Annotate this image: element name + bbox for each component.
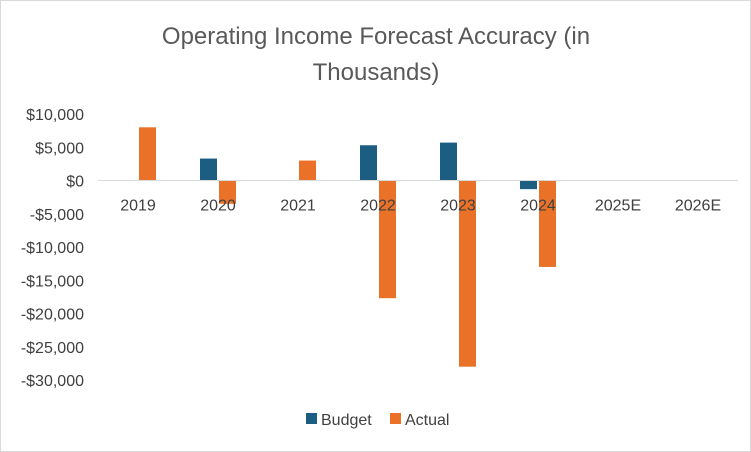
bar-actual-2021 (299, 160, 316, 181)
bar-budget-2023 (440, 142, 457, 181)
bar-budget-2020 (200, 158, 217, 181)
chart-title-line-2: Thousands) (313, 59, 440, 86)
y-tick-label: -$25,000 (21, 340, 84, 357)
bar-actual-2022 (379, 180, 396, 299)
y-tick-label: -$30,000 (21, 373, 84, 390)
legend-swatch-budget (306, 413, 317, 424)
x-tick-label: 2019 (120, 198, 156, 215)
x-tick-label: 2020 (200, 198, 236, 215)
y-tick-label: $5,000 (35, 140, 84, 157)
legend: Budget Actual (306, 412, 449, 429)
y-tick-label: -$5,000 (30, 207, 84, 224)
bar-budget-2022 (360, 145, 377, 181)
y-tick-label: -$15,000 (21, 273, 84, 290)
chart-title-line-1: Operating Income Forecast Accuracy (in (162, 23, 590, 50)
x-tick-label: 2021 (280, 198, 316, 215)
x-tick-label: 2022 (360, 198, 396, 215)
legend-label-actual: Actual (405, 412, 449, 429)
y-tick-label: -$10,000 (21, 240, 84, 257)
y-axis: $10,000 $5,000 $0 -$5,000 -$10,000 -$15,000 -$… (21, 107, 84, 390)
bar-actual-2023 (459, 180, 476, 367)
x-tick-label: 2024 (520, 198, 556, 215)
x-tick-label: 2025E (595, 198, 641, 215)
y-tick-label: $10,000 (26, 107, 84, 124)
legend-swatch-actual (390, 413, 401, 424)
bar-actual-2024 (539, 180, 556, 267)
x-axis: 2019 2020 2021 2022 2023 2024 2025E 2026E (120, 198, 721, 215)
x-tick-label: 2023 (440, 198, 476, 215)
bar-actual-2019 (139, 127, 156, 181)
y-tick-label: $0 (66, 174, 84, 191)
y-tick-label: -$20,000 (21, 307, 84, 324)
x-tick-label: 2026E (675, 198, 721, 215)
bars (139, 127, 556, 367)
bar-actual-2020 (219, 180, 236, 204)
legend-label-budget: Budget (321, 412, 372, 429)
bar-budget-2024 (520, 180, 537, 190)
